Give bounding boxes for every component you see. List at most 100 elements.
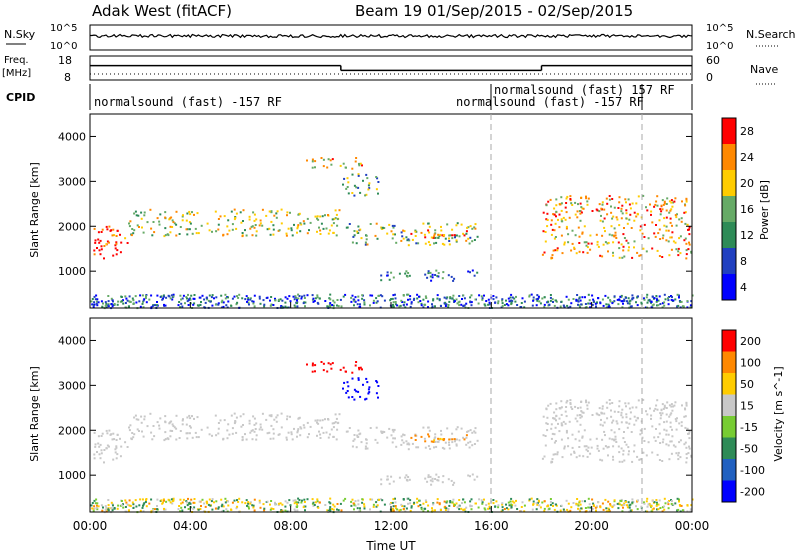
power-noise [312,297,315,300]
velocity-noise [128,509,130,512]
velocity-echo-7 [639,433,642,436]
power-noise [432,298,435,301]
velocity-noise [622,506,624,509]
velocity-echo-7 [614,435,617,438]
velocity-noise [399,508,402,511]
power-echo-7 [659,208,662,211]
velocity-echo-1 [129,424,132,427]
velocity-echo-6 [388,482,391,485]
power-echo-2 [352,235,355,238]
velocity-echo-1 [241,436,244,438]
power-noise [399,304,402,307]
velocity-echo-6 [430,483,433,486]
velocity-echo-7 [690,454,693,457]
power-echo-1 [316,215,319,218]
velocity-echo-0 [111,438,114,441]
velocity-echo-1 [268,431,271,434]
power-noise [128,300,131,303]
velocity-echo-1 [185,423,188,426]
velocity-echo-1 [255,422,258,425]
power-echo-2 [455,239,458,242]
power-echo-1 [179,226,182,228]
power-noise [416,293,419,296]
velocity-echo-7 [613,410,616,413]
velocity-echo-7 [586,455,589,458]
velocity-noise [253,498,256,501]
velocity-echo-2 [353,434,356,436]
power-echo-7 [688,228,690,231]
power-noise [543,303,546,306]
velocity-echo-1 [130,438,133,441]
velocity-echo-2 [476,439,479,442]
power-echo-7 [564,218,567,221]
velocity-echo-7 [674,445,677,448]
velocity-echo-0 [105,447,108,450]
velocity-echo-1 [171,423,174,426]
power-echo-7 [647,237,650,240]
power-noise [541,297,544,300]
power-echo-1 [321,215,324,218]
velocity-echo-7 [587,446,590,449]
power-noise [563,306,566,309]
power-echo-2 [375,222,378,225]
velocity-noise [270,500,273,502]
velocity-echo-7 [603,430,606,433]
velocity-echo-1 [164,431,167,434]
power-echo-3 [448,234,451,237]
power-noise [451,297,454,300]
power-noise [636,304,639,307]
power-echo-7 [589,234,592,237]
velocity-echo-1 [136,428,139,431]
power-echo-2 [365,238,368,241]
velocity-echo-1 [233,422,236,425]
power-noise [449,296,452,298]
power-echo-1 [191,211,193,214]
velocity-echo-2 [467,441,470,444]
power-noise [270,296,273,298]
velocity-noise [406,497,409,500]
power-noise [181,297,184,300]
velocity-echo-4 [322,362,325,365]
velocity-noise [444,505,447,508]
velocity-echo-6 [390,475,393,478]
power-noise [107,300,110,303]
power-noise [629,305,632,308]
power-noise [93,303,96,306]
velocity-echo-1 [319,419,322,422]
power-echo-7 [680,220,683,223]
velocity-noise [579,510,582,513]
velocity-echo-7 [580,410,583,413]
power-echo-3 [428,231,431,234]
power-echo-7 [558,213,561,216]
velocity-noise [400,503,403,506]
velocity-echo-2 [417,446,420,449]
power-echo-7 [615,237,618,239]
velocity-noise [509,500,512,503]
velocity-echo-7 [688,445,690,448]
velocity-noise [643,502,646,505]
velocity-noise [280,509,283,511]
colorbar-segment [722,118,736,144]
velocity-noise [656,503,658,505]
velocity-echo-5 [359,395,362,398]
power-echo-7 [620,207,623,210]
power-echo-7 [684,204,687,207]
power-echo-7 [597,245,600,248]
power-noise [503,304,506,306]
velocity-noise [324,504,327,506]
velocity-echo-7 [629,411,632,414]
power-echo-1 [272,233,275,236]
velocity-noise [422,510,425,513]
power-echo-7 [665,203,668,205]
velocity-echo-1 [226,429,229,432]
power-echo-7 [613,234,615,237]
power-echo-7 [612,254,615,257]
power-echo-7 [601,234,604,237]
velocity-echo-4 [339,368,342,371]
power-noise [520,306,523,309]
velocity-echo-0 [101,432,104,435]
velocity-echo-1 [328,433,331,436]
velocity-ylabel: Slant Range [km] [28,366,41,462]
freq-panel-frame [89,55,693,81]
velocity-noise [328,509,331,511]
